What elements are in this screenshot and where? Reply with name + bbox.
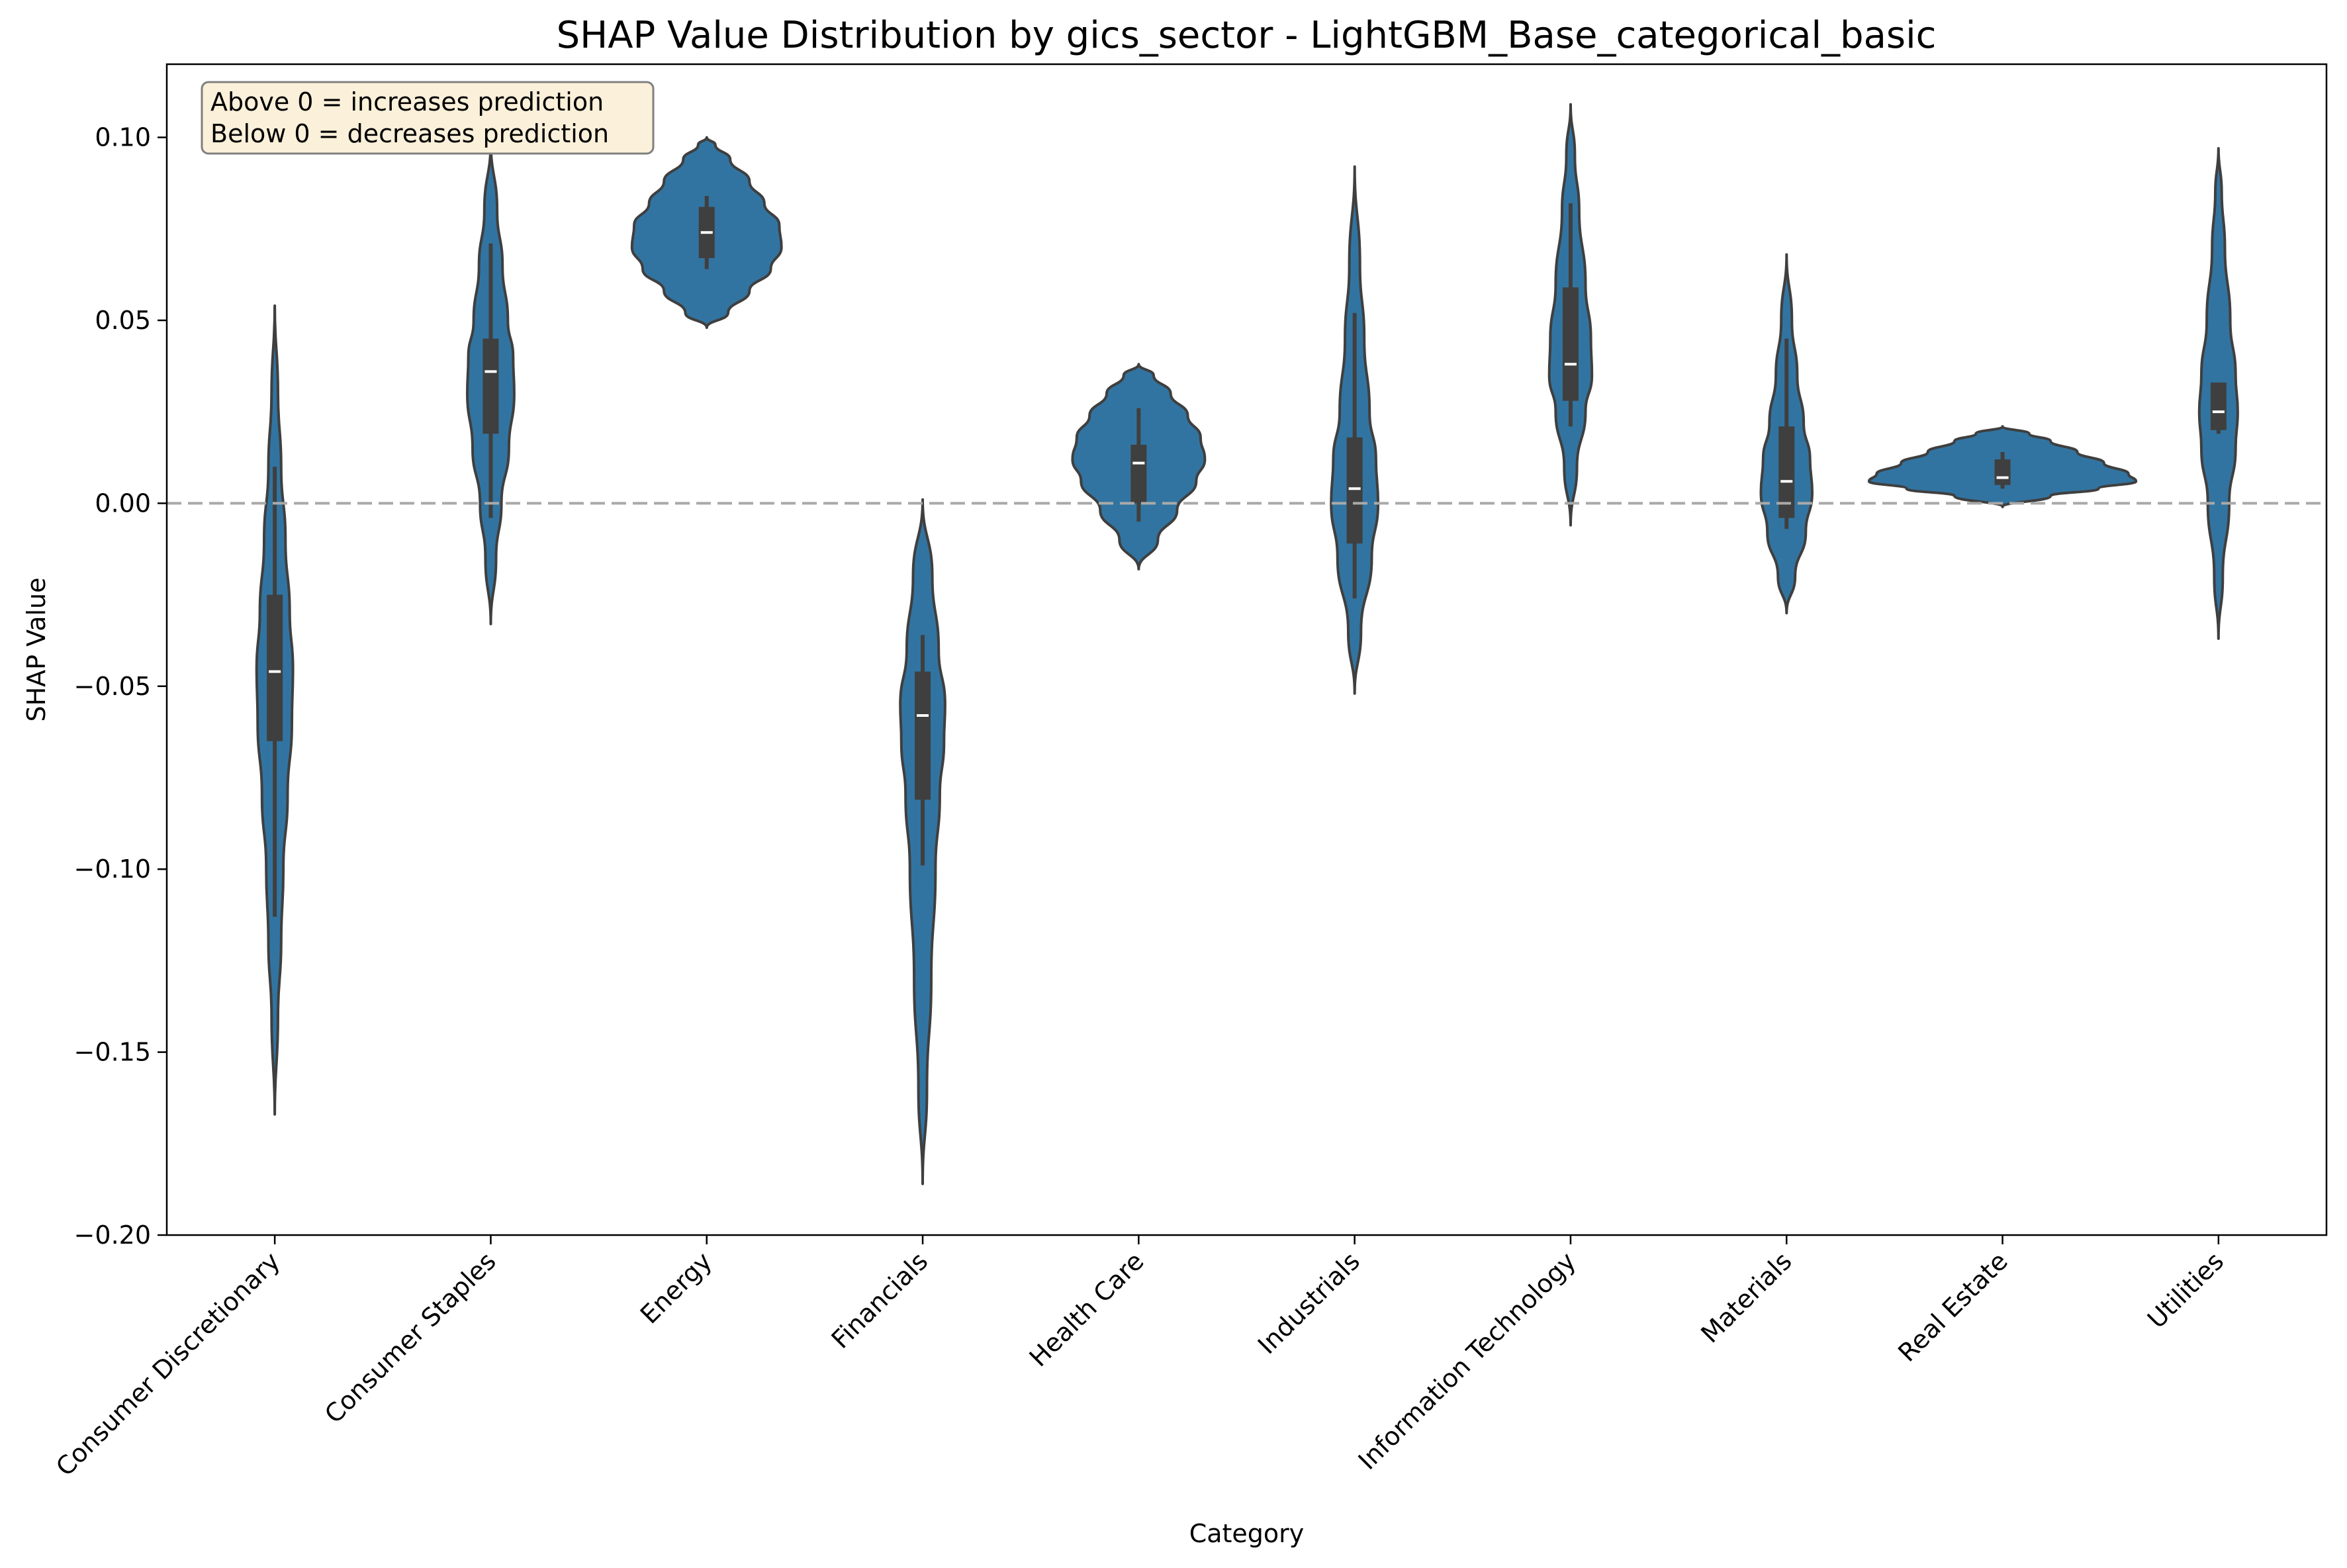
- violin-group: [899, 498, 946, 1185]
- annotation-line: Below 0 = decreases prediction: [210, 119, 609, 148]
- violin-group: [1867, 425, 2138, 508]
- y-tick-label: −0.20: [74, 1221, 151, 1250]
- y-axis-label: SHAP Value: [22, 577, 51, 721]
- chart-title: SHAP Value Distribution by gics_sector -…: [557, 14, 1937, 57]
- y-tick-label: −0.10: [74, 854, 151, 884]
- plot-area: [255, 103, 2239, 1185]
- violin-iqr-box: [915, 671, 931, 800]
- violin-iqr-box: [483, 338, 499, 434]
- y-tick-label: −0.05: [74, 672, 151, 701]
- y-tick-label: −0.15: [74, 1038, 151, 1067]
- violin-iqr-box: [2210, 382, 2227, 430]
- violin-group: [1330, 165, 1380, 695]
- violin-iqr-box: [1346, 437, 1363, 544]
- violin-iqr-box: [1130, 444, 1147, 504]
- violin-group: [1547, 103, 1594, 527]
- violin-group: [1071, 363, 1207, 571]
- y-tick-label: 0.05: [95, 306, 151, 335]
- y-tick-label: 0.10: [95, 123, 151, 152]
- violin-group: [466, 140, 516, 625]
- violin-iqr-box: [1562, 287, 1579, 401]
- y-tick-label: 0.00: [95, 488, 151, 518]
- annotation-background: [201, 81, 655, 155]
- annotation-box: Above 0 = increases prediction Below 0 =…: [201, 81, 655, 155]
- violin-group: [255, 304, 295, 1116]
- violin-group: [2197, 147, 2239, 640]
- violin-iqr-box: [267, 594, 283, 741]
- violin-group: [630, 136, 783, 329]
- x-axis-label: Category: [1189, 1519, 1305, 1548]
- annotation-line: Above 0 = increases prediction: [210, 87, 604, 116]
- violin-iqr-box: [1994, 459, 2011, 485]
- plot-frame: [165, 63, 2328, 1236]
- y-axis: 0.10 0.05 0.00 −0.05 −0.10 −0.15 −0.20: [74, 123, 167, 1250]
